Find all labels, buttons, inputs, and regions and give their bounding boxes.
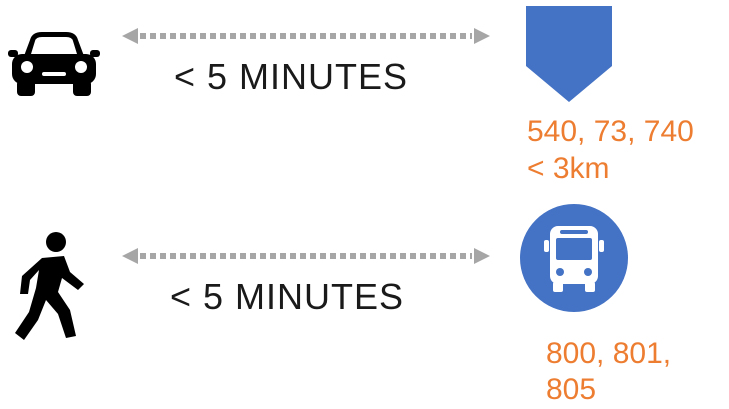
bus-routes-line-1: 800, 801,	[546, 337, 672, 370]
double-arrow-car	[122, 28, 490, 44]
bus-routes-line-2: 805	[546, 373, 597, 406]
walk-duration-label: < 5 MINUTES	[170, 276, 405, 317]
bus-icon	[520, 204, 628, 312]
car-routes-label: 540, 73, 740	[527, 115, 694, 148]
pentagon-marker-icon	[526, 6, 612, 102]
double-arrow-walk	[122, 248, 490, 264]
car-icon	[8, 32, 100, 96]
walking-person-icon	[15, 232, 84, 340]
car-duration-label: < 5 MINUTES	[174, 56, 409, 97]
car-distance-label: < 3km	[527, 152, 610, 185]
